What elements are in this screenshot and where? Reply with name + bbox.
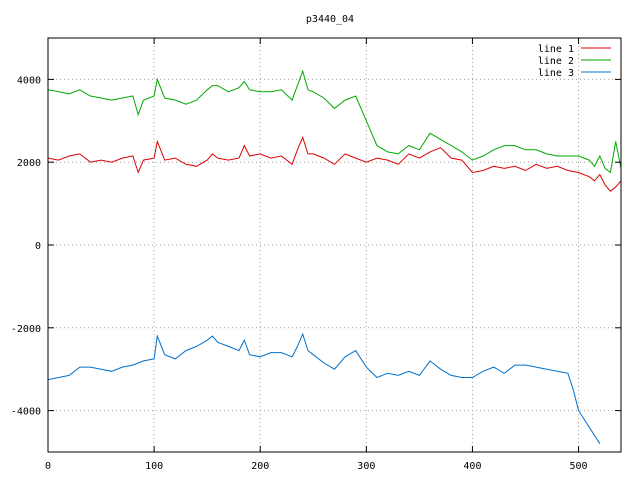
legend-label-1: line 1: [538, 44, 574, 55]
y-tick-label: -4000: [11, 407, 41, 418]
y-tick-label: 4000: [17, 75, 41, 86]
series-line-1: [48, 135, 621, 192]
x-tick-label: 200: [251, 461, 269, 472]
chart-title: p3440_04: [306, 14, 354, 25]
x-tick-label: 500: [570, 461, 588, 472]
x-tick-label: 400: [463, 461, 481, 472]
y-tick-label: 2000: [17, 158, 41, 169]
y-tick-label: 0: [35, 241, 41, 252]
series-layer: [48, 69, 621, 444]
x-tick-label: 100: [145, 461, 163, 472]
x-tick-label: 300: [357, 461, 375, 472]
grid: [48, 38, 621, 452]
legend-label-2: line 2: [538, 56, 574, 67]
axis-ticks: 0 100 200 300 400 500 -4000 -2000 0 2000 4000: [11, 38, 621, 472]
series-line-2: [48, 69, 621, 174]
x-tick-label: 0: [45, 461, 51, 472]
legend-label-3: line 3: [538, 68, 574, 79]
y-tick-label: -2000: [11, 324, 41, 335]
series-line-3: [48, 332, 601, 444]
